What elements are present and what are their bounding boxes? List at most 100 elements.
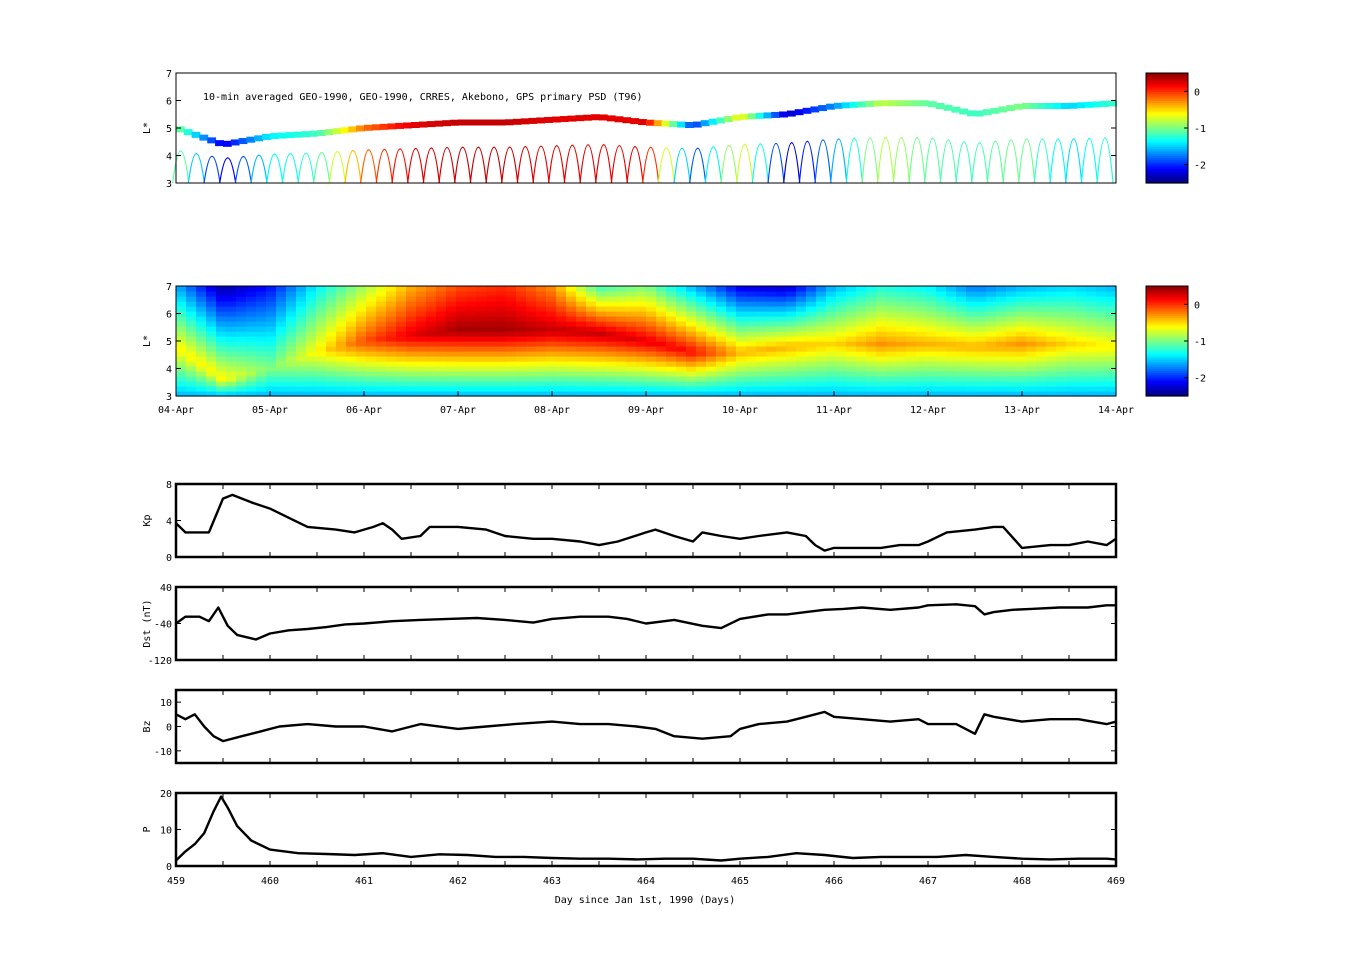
psd-cell [496,356,507,362]
psd-cell [386,391,397,397]
psd-cell [356,306,367,312]
psd-cell [1056,336,1067,342]
psd-cell [946,351,957,357]
psd-cell [676,301,687,307]
track-cell [622,117,632,124]
psd-cell [236,356,247,362]
psd-cell [736,291,747,297]
psd-cell [946,336,957,342]
psd-cell [486,286,497,292]
psd-cell [316,376,327,382]
psd-cell [956,306,967,312]
psd-cell [186,371,197,377]
psd-cell [646,391,657,397]
psd-cell [276,366,287,372]
psd-cell [306,331,317,337]
psd-cell [946,346,957,352]
psd-cell [316,296,327,302]
psd-cell [1086,351,1097,357]
psd-cell [716,381,727,387]
psd-cell [456,306,467,312]
psd-cell [656,391,667,397]
psd-cell [456,316,467,322]
track-cell [669,121,679,128]
psd-cell [766,391,777,397]
psd-cell [516,306,527,312]
psd-cell [216,301,227,307]
psd-cell [676,391,687,397]
psd-cell [656,381,667,387]
psd-cell [526,301,537,307]
psd-cell [696,391,707,397]
psd-cell [526,286,537,292]
psd-cell [476,346,487,352]
psd-cell [336,376,347,382]
psd-cell [1086,366,1097,372]
psd-cell [856,301,867,307]
psd-cell [606,391,617,397]
psd-cell [556,306,567,312]
psd-cell [306,371,317,377]
psd-cell [996,336,1007,342]
psd-cell [266,346,277,352]
psd-cell [366,296,377,302]
psd-cell [216,391,227,397]
psd-cell [876,291,887,297]
track-cell [583,114,593,121]
psd-cell [196,301,207,307]
psd-cell [186,386,197,392]
psd-cell [546,391,557,397]
psd-cell [226,391,237,397]
psd-cell [636,306,647,312]
psd-cell [666,286,677,292]
psd-cell [1036,301,1047,307]
y-tick-label: 6 [166,310,172,321]
psd-cell [936,296,947,302]
psd-cell [286,316,297,322]
psd-cell [436,381,447,387]
psd-cell [376,291,387,297]
colorbar-swatch [1146,91,1188,94]
psd-cell [896,306,907,312]
psd-cell [386,351,397,357]
psd-cell [266,286,277,292]
track-cell [786,110,796,117]
psd-cell [596,351,607,357]
psd-cell [966,326,977,332]
psd-cell [236,286,247,292]
psd-cell [1086,376,1097,382]
assimilated-psd-ylabel: L* [142,335,153,347]
psd-cell [556,301,567,307]
orbit-arc [297,152,315,184]
psd-cell [286,331,297,337]
psd-cell [236,326,247,332]
psd-cell [1086,381,1097,387]
psd-cell [786,291,797,297]
psd-cell [226,321,237,327]
psd-cell [226,316,237,322]
psd-cell [846,291,857,297]
y-tick-label: 10 [160,698,172,709]
psd-cell [216,371,227,377]
psd-cell [646,366,657,372]
psd-cell [326,356,337,362]
psd-cell [696,356,707,362]
track-cell [982,109,992,116]
psd-cell [486,311,497,317]
psd-cell [1086,306,1097,312]
psd-cell [226,341,237,347]
psd-cell [836,351,847,357]
psd-cell [666,326,677,332]
colorbar-swatch [1146,93,1188,96]
psd-cell [876,391,887,397]
psd-cell [1016,361,1027,367]
psd-cell [186,321,197,327]
colorbar-swatch [1146,306,1188,309]
psd-cell [516,301,527,307]
psd-cell [676,311,687,317]
psd-cell [1036,391,1047,397]
psd-cell [966,331,977,337]
psd-cell [356,376,367,382]
psd-cell [1036,361,1047,367]
psd-cell [416,351,427,357]
